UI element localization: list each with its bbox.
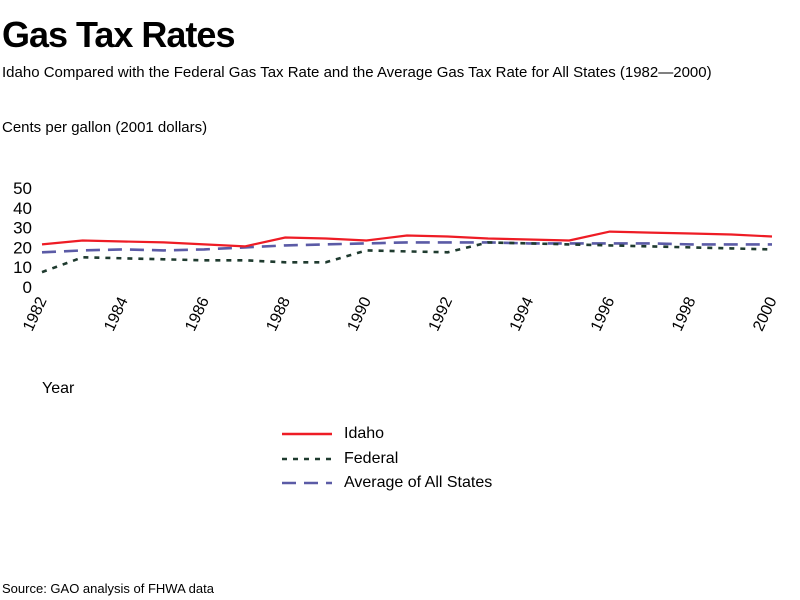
x-tick-label: 1994 xyxy=(507,294,537,334)
source-note: Source: GAO analysis of FHWA data xyxy=(2,581,214,596)
y-tick-label: 20 xyxy=(13,238,32,257)
x-tick-label: 1996 xyxy=(588,294,618,334)
series-line-idaho xyxy=(41,230,773,248)
chart-legend: Idaho Federal Average of All States xyxy=(282,422,492,496)
legend-swatch-idaho xyxy=(282,429,332,439)
x-tick-label: 1986 xyxy=(182,294,212,334)
series-line-average-of-all-states xyxy=(41,241,772,254)
x-tick-label: 1982 xyxy=(20,294,50,334)
x-tick-label: 2000 xyxy=(750,294,780,334)
legend-item-idaho: Idaho xyxy=(282,422,492,447)
y-tick-label: 40 xyxy=(13,199,32,218)
x-tick-label: 1998 xyxy=(669,294,699,334)
y-tick-label: 30 xyxy=(13,219,32,238)
chart-subtitle: Idaho Compared with the Federal Gas Tax … xyxy=(2,64,712,81)
legend-swatch-average xyxy=(282,478,332,488)
legend-swatch-federal xyxy=(282,454,332,464)
x-axis-label: Year xyxy=(42,380,75,397)
legend-item-average: Average of All States xyxy=(282,471,492,496)
x-tick-label: 1992 xyxy=(426,294,456,334)
y-tick-label: 50 xyxy=(13,179,32,198)
y-tick-label: 10 xyxy=(13,258,32,277)
x-tick-label: 1988 xyxy=(264,294,294,334)
y-tick-label: 0 xyxy=(23,278,32,297)
x-tick-label: 1990 xyxy=(345,294,375,334)
series-line-federal xyxy=(41,241,773,274)
x-tick-label: 1984 xyxy=(101,294,131,334)
chart-title: Gas Tax Rates xyxy=(2,14,235,55)
y-axis-label: Cents per gallon (2001 dollars) xyxy=(2,119,208,136)
legend-label-federal: Federal xyxy=(344,449,399,467)
legend-item-federal: Federal xyxy=(282,447,492,472)
legend-label-idaho: Idaho xyxy=(344,425,385,443)
legend-label-average: Average of All States xyxy=(344,474,493,492)
